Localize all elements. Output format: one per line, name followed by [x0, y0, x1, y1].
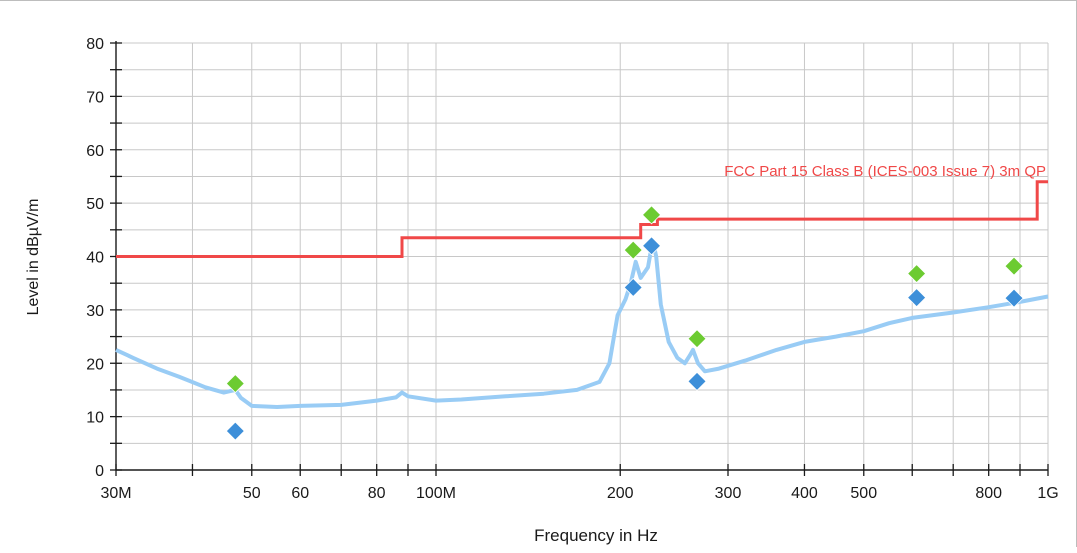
- x-tick-label: 400: [791, 485, 818, 502]
- x-tick-label: 200: [607, 485, 634, 502]
- limit-line: [116, 180, 1048, 258]
- y-tick-label: 30: [86, 303, 104, 320]
- peak-marker: [687, 329, 707, 349]
- y-tick-label: 0: [95, 463, 104, 480]
- y-tick-label: 20: [86, 356, 104, 373]
- qp-marker: [623, 277, 643, 298]
- x-tick-label: 100M: [416, 485, 456, 502]
- qp-marker: [225, 421, 245, 441]
- x-tick-label: 60: [291, 485, 309, 502]
- x-tick-label: 1G: [1037, 485, 1058, 502]
- peak-marker: [1004, 256, 1024, 276]
- y-tick-label: 70: [86, 89, 104, 106]
- y-tick-labels: 0 10 20 30 40 50 60 70 80: [86, 36, 104, 480]
- qp-marker: [641, 236, 662, 256]
- x-tick-label: 50: [243, 485, 261, 502]
- x-tick-label: 30M: [100, 485, 131, 502]
- y-axis-label: Level in dBµV/m: [25, 199, 42, 316]
- x-tick-labels: 30M 50 60 80 100M 200 300 400 500 800 1G: [100, 485, 1058, 502]
- limit-line-label: FCC Part 15 Class B (ICES-003 Issue 7) 3…: [724, 163, 1046, 180]
- y-tick-label: 10: [86, 410, 104, 427]
- spectrum-trace: [115, 238, 1049, 409]
- y-tick-label: 40: [86, 250, 104, 267]
- qp-marker: [1004, 288, 1024, 308]
- peak-marker: [641, 205, 662, 225]
- qp-marker: [907, 288, 927, 308]
- series: [115, 180, 1049, 441]
- peak-marker: [907, 264, 927, 284]
- x-tick-label: 800: [975, 485, 1002, 502]
- peak-marker: [225, 373, 245, 394]
- peak-marker: [623, 240, 643, 260]
- x-axis-label: Frequency in Hz: [534, 526, 658, 545]
- x-tick-label: 500: [850, 485, 877, 502]
- y-tick-label: 60: [86, 143, 104, 160]
- x-tick-label: 80: [368, 485, 386, 502]
- x-tick-label: 300: [715, 485, 742, 502]
- y-tick-label: 50: [86, 196, 104, 213]
- y-tick-label: 80: [86, 36, 104, 53]
- qp-marker: [687, 371, 707, 391]
- axes: [110, 41, 1049, 476]
